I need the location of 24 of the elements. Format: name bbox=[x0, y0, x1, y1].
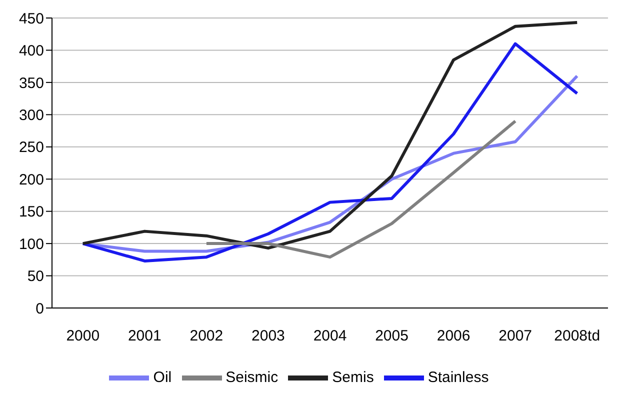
x-tick-label: 2000 bbox=[66, 328, 100, 345]
legend-label: Stainless bbox=[428, 368, 489, 386]
y-tick-label: 300 bbox=[18, 106, 44, 124]
x-tick-label: 2002 bbox=[190, 328, 224, 345]
y-tick-label: 450 bbox=[18, 10, 44, 28]
y-tick-label: 150 bbox=[18, 204, 44, 221]
y-tick-label: 0 bbox=[36, 300, 44, 318]
y-tick-label: 50 bbox=[27, 268, 44, 286]
line-series bbox=[204, 120, 517, 259]
x-tick-label: 2004 bbox=[313, 328, 347, 345]
y-tick-label: 400 bbox=[18, 42, 44, 60]
x-tick-label: 2003 bbox=[252, 328, 285, 345]
x-tick-label: 2005 bbox=[375, 328, 408, 345]
x-tick-label: 2007 bbox=[498, 328, 532, 345]
legend-label: Oil bbox=[153, 368, 172, 386]
x-tick-label: 2006 bbox=[436, 328, 470, 345]
y-tick-label: 250 bbox=[18, 139, 44, 156]
legend-label: Semis bbox=[332, 368, 374, 386]
x-tick-label: 2008td bbox=[554, 328, 600, 345]
y-tick-label: 200 bbox=[18, 171, 44, 188]
y-tick-label: 100 bbox=[18, 236, 44, 253]
x-tick-label: 2001 bbox=[128, 328, 162, 345]
y-tick-label: 350 bbox=[18, 74, 44, 92]
legend-label: Seismic bbox=[226, 368, 278, 386]
